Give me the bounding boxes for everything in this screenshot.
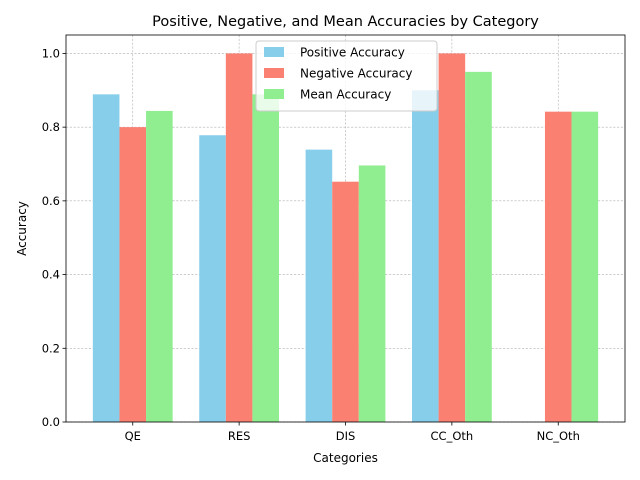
y-tick-label: 0.8	[42, 120, 60, 134]
legend-swatch	[264, 68, 284, 78]
legend-swatch	[264, 47, 284, 57]
legend: Positive Accuracy Negative Accuracy Mean A…	[255, 40, 438, 112]
bar-positive-accuracy	[305, 149, 333, 422]
y-tick-label: 0.4	[42, 268, 60, 282]
bar-mean-accuracy	[358, 165, 386, 422]
legend-label: Negative Accuracy	[300, 67, 412, 81]
x-tick-label: DIS	[336, 429, 356, 443]
x-tick-label: RES	[228, 429, 251, 443]
x-axis-ticks: QE RES DIS CC_Oth NC_Oth	[125, 422, 580, 443]
legend-box	[255, 40, 438, 112]
bar-negative-accuracy	[332, 181, 359, 422]
bar-negative-accuracy	[544, 111, 572, 423]
legend-label: Positive Accuracy	[300, 46, 405, 60]
bar-positive-accuracy	[411, 90, 439, 423]
bar-mean-accuracy	[252, 94, 280, 422]
bars	[92, 53, 599, 423]
y-tick-label: 1.0	[42, 46, 60, 60]
y-axis-ticks: 0.0 0.2 0.4 0.6 0.8 1.0	[42, 46, 66, 429]
bar-positive-accuracy	[199, 135, 226, 422]
bar-mean-accuracy	[571, 111, 599, 423]
x-tick-label: NC_Oth	[537, 429, 580, 443]
x-tick-label: CC_Oth	[431, 429, 474, 443]
y-axis-label: Accuracy	[15, 201, 29, 256]
y-tick-label: 0.0	[42, 415, 60, 429]
y-tick-label: 0.6	[42, 194, 60, 208]
bar-positive-accuracy	[92, 94, 120, 422]
bar-negative-accuracy	[438, 53, 466, 423]
bar-negative-accuracy	[225, 53, 253, 423]
legend-label: Mean Accuracy	[300, 88, 391, 102]
chart-title: Positive, Negative, and Mean Accuracies …	[152, 14, 539, 30]
bar-mean-accuracy	[146, 110, 173, 422]
legend-swatch	[264, 89, 284, 99]
x-axis-label: Categories	[313, 451, 378, 465]
bar-mean-accuracy	[465, 71, 492, 422]
x-tick-label: QE	[125, 429, 141, 443]
y-tick-label: 0.2	[42, 341, 60, 355]
bar-negative-accuracy	[119, 127, 147, 423]
